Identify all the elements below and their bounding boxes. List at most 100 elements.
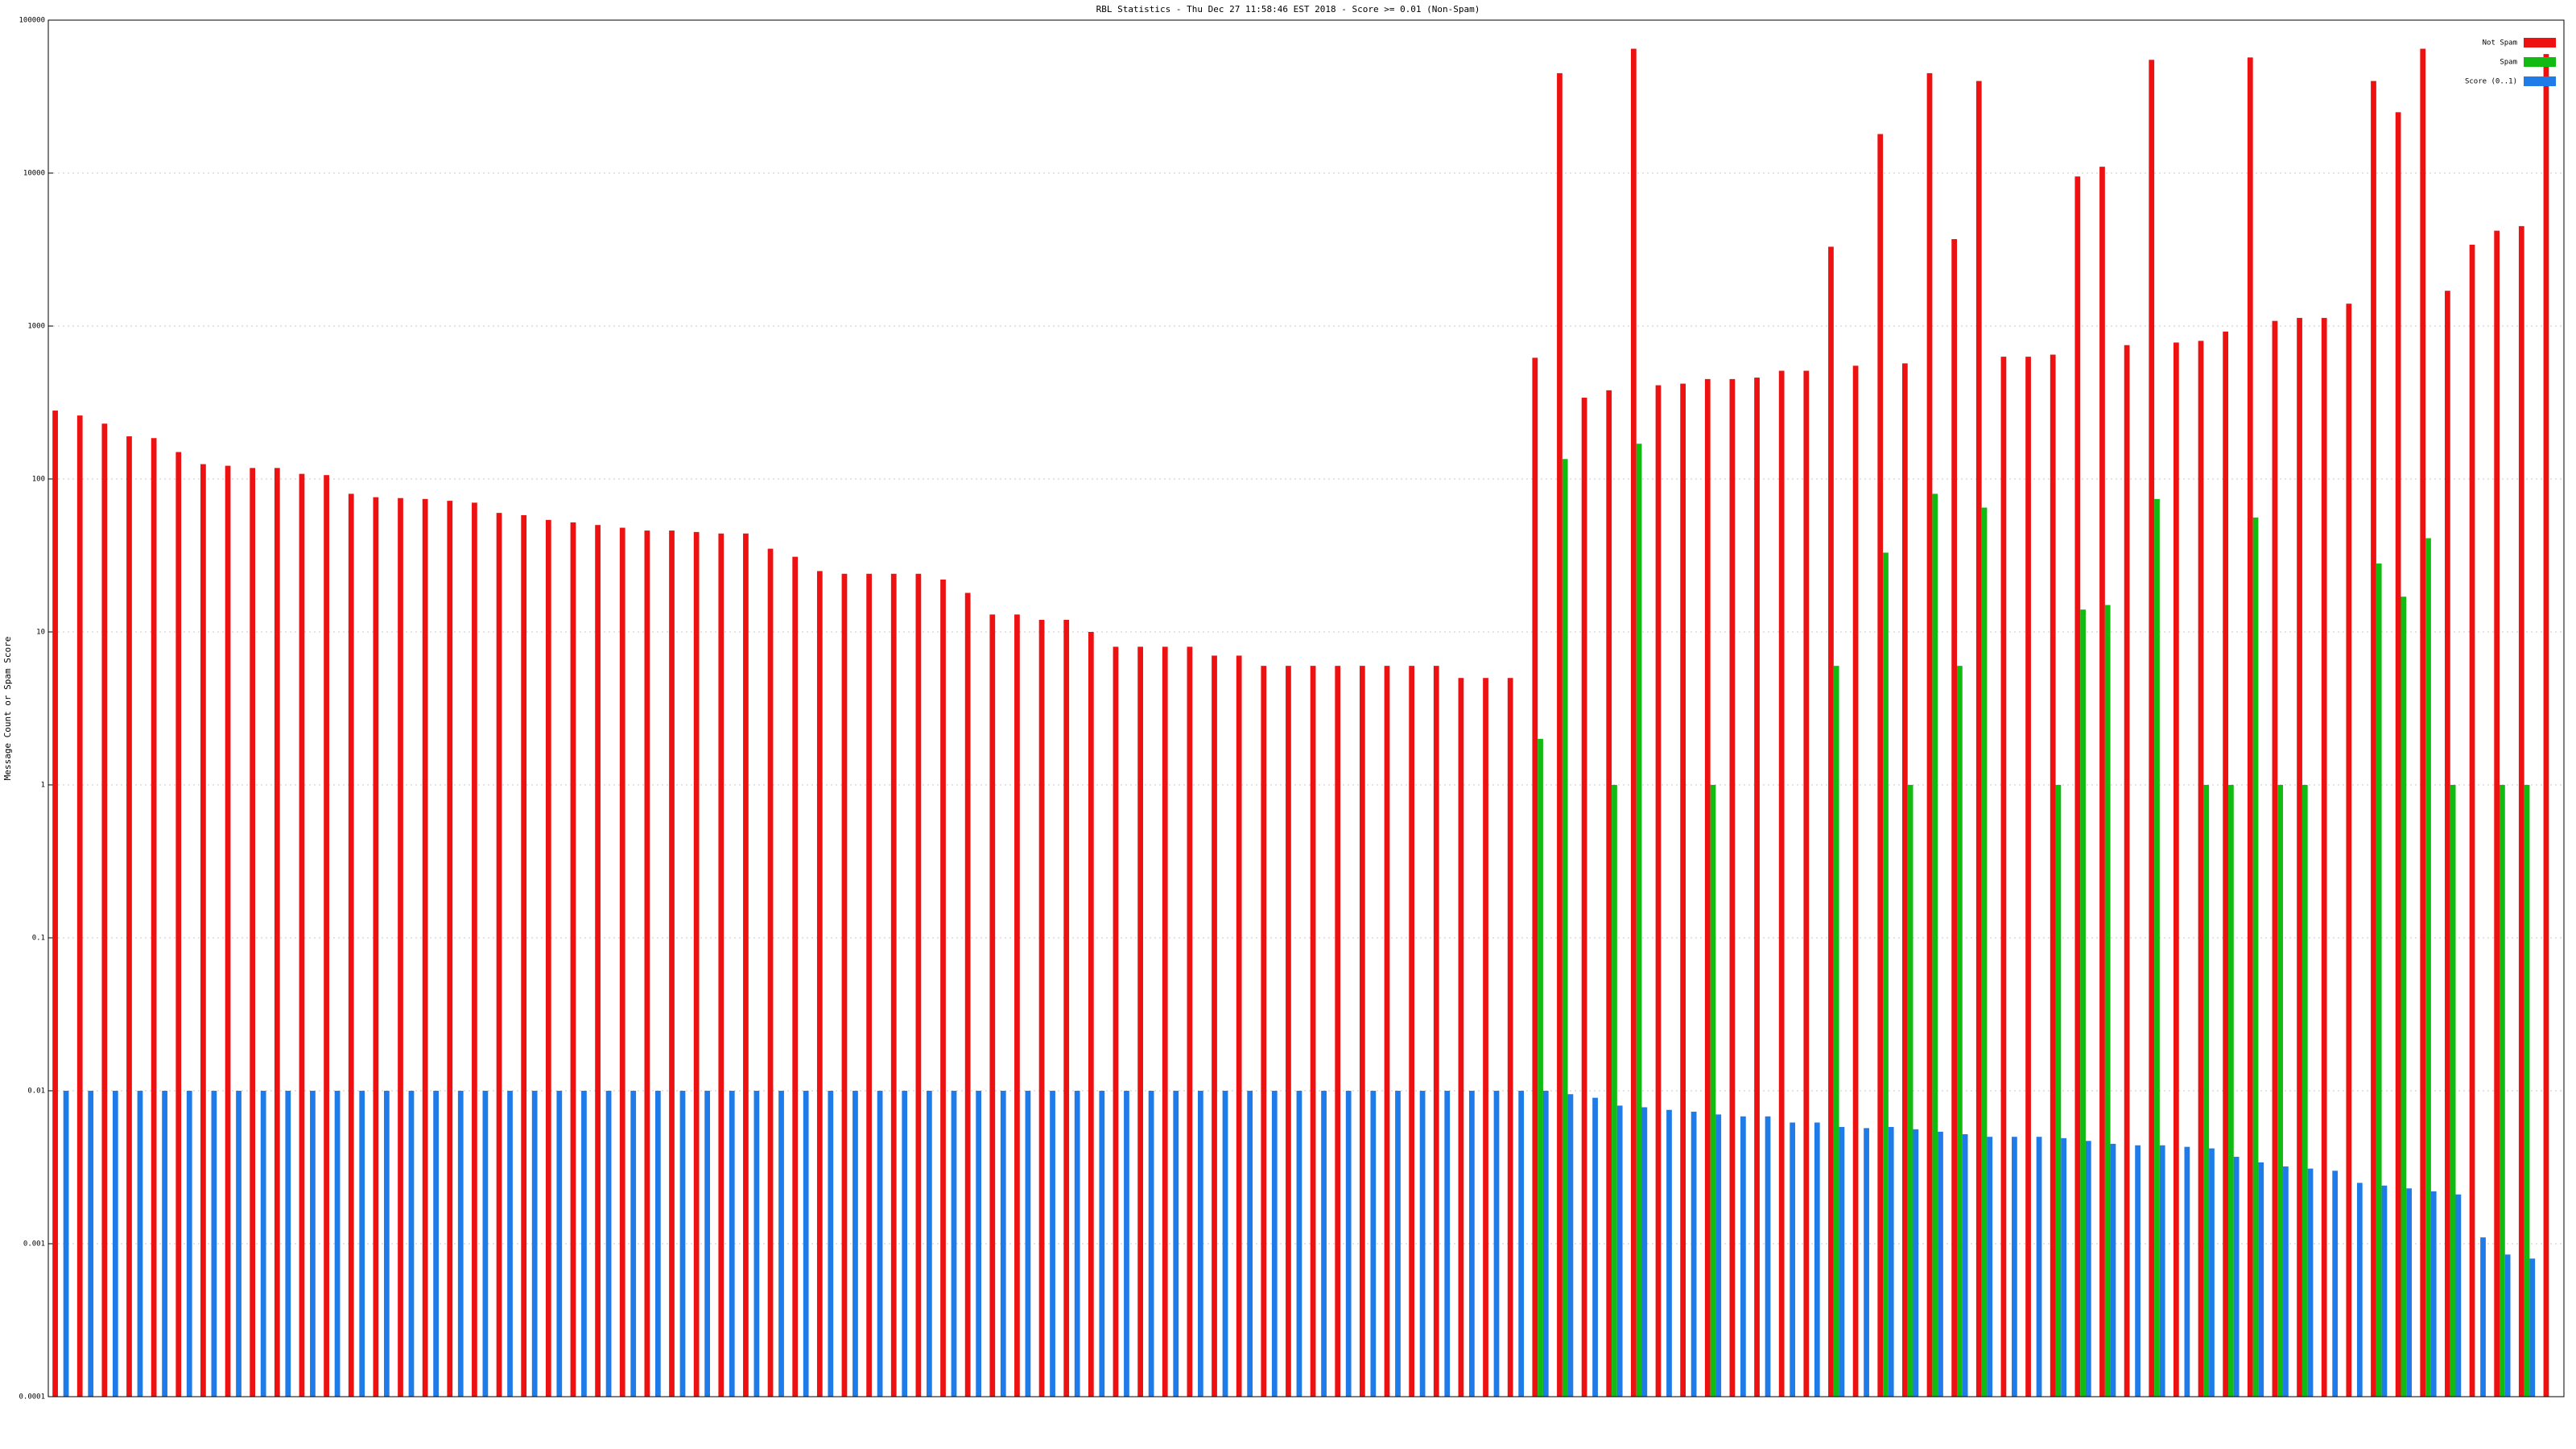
bar [531, 1091, 538, 1397]
bar [1212, 655, 1217, 1397]
bar [225, 465, 231, 1397]
bar [1483, 678, 1488, 1397]
bar [211, 1091, 217, 1397]
bar [1198, 1091, 1203, 1397]
bar [2110, 1143, 2116, 1397]
bar [2518, 225, 2524, 1397]
bar [1729, 378, 1736, 1397]
bar [2301, 785, 2308, 1397]
legend-swatch [2524, 76, 2556, 86]
bar [2228, 785, 2234, 1397]
bar [2480, 1237, 2486, 1397]
bar [274, 468, 280, 1397]
bar [2500, 785, 2505, 1397]
y-tick-label: 0.001 [23, 1241, 45, 1249]
bar [1612, 785, 1617, 1397]
bar [482, 1091, 489, 1397]
bar [2061, 1137, 2067, 1397]
bar [2184, 1146, 2190, 1397]
bar [1828, 246, 1834, 1397]
legend-swatch [2524, 57, 2556, 67]
bar [1680, 383, 1686, 1397]
bar [1395, 1091, 1401, 1397]
bar [1247, 1091, 1253, 1397]
bar [2159, 1145, 2165, 1397]
bar [2307, 1168, 2314, 1397]
bar [778, 1091, 784, 1397]
bar [1962, 1133, 1968, 1397]
bar [1641, 1107, 1648, 1397]
bar [2209, 1148, 2215, 1397]
plot-frame [47, 19, 2565, 1397]
bar [1690, 1111, 1697, 1397]
bar [1261, 666, 1267, 1397]
bar [743, 533, 749, 1397]
bar [1814, 1122, 1820, 1397]
bar [2099, 167, 2105, 1397]
bar [2469, 245, 2475, 1397]
bar [556, 1091, 563, 1397]
bar [1148, 1091, 1154, 1397]
bar [581, 1091, 587, 1397]
bar [1162, 646, 1168, 1397]
bar [2332, 1170, 2339, 1397]
bar [112, 1091, 118, 1397]
bar [644, 530, 650, 1397]
bar [496, 513, 502, 1397]
bar [2247, 57, 2253, 1397]
bar [200, 464, 206, 1397]
bar [1113, 646, 1119, 1397]
bar [2012, 1137, 2017, 1397]
y-tick-label: 10 [36, 629, 45, 637]
bar [1765, 1116, 1771, 1397]
bar [1975, 80, 1982, 1397]
bar [2371, 80, 2376, 1397]
y-tick-label: 0.1 [32, 935, 45, 943]
bar [1987, 1137, 1993, 1397]
bar [2430, 1191, 2437, 1397]
bar [2420, 48, 2426, 1397]
bar [1567, 1094, 1574, 1397]
bar [1063, 619, 1070, 1397]
bar [1014, 614, 1020, 1397]
bar [1754, 378, 1760, 1397]
bar [2124, 345, 2130, 1397]
bar [1803, 370, 1810, 1397]
bar [693, 531, 700, 1397]
bar [2395, 112, 2401, 1397]
bar [1666, 1109, 1672, 1397]
bar [1938, 1131, 1943, 1397]
bar [753, 1091, 760, 1397]
bar [2504, 1254, 2511, 1397]
bar [1345, 1091, 1352, 1397]
bar [2381, 1185, 2388, 1397]
bar [1542, 1091, 1549, 1397]
bar [605, 1091, 612, 1397]
bar [1469, 1091, 1475, 1397]
y-tick-label: 1000 [27, 323, 45, 331]
bar [1630, 48, 1637, 1397]
bar [1286, 666, 1291, 1397]
bar [250, 468, 256, 1397]
bar [521, 514, 527, 1397]
bar [1296, 1091, 1302, 1397]
bar [2277, 785, 2284, 1397]
bar [619, 527, 625, 1397]
bar [1359, 666, 1365, 1397]
bar [1409, 666, 1414, 1397]
bar [1951, 239, 1958, 1397]
bar [2233, 1157, 2240, 1397]
bar [1518, 1091, 1525, 1397]
bar [1236, 655, 1242, 1397]
bar [951, 1091, 957, 1397]
bar [359, 1091, 365, 1397]
bar [1888, 1126, 1894, 1397]
bar [1562, 459, 1568, 1397]
bar [1321, 1091, 1327, 1397]
bar [989, 614, 996, 1397]
bar [373, 497, 379, 1397]
bar [2529, 1258, 2536, 1397]
legend-label: Not Spam [2483, 39, 2517, 47]
bar [2203, 785, 2210, 1397]
